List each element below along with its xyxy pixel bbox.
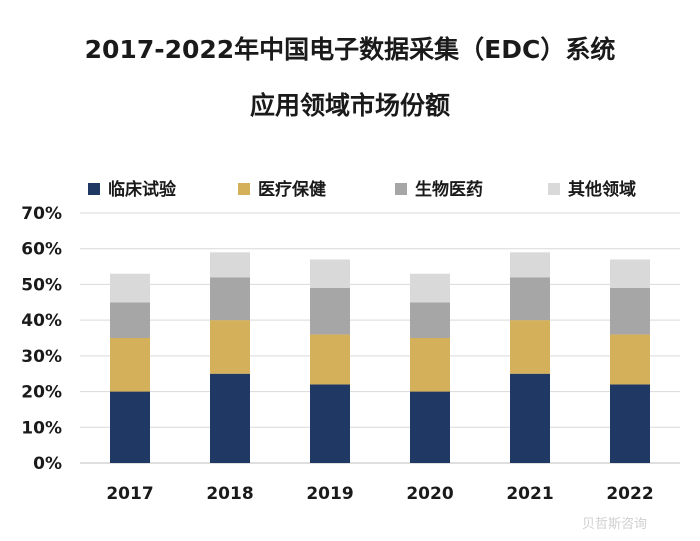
y-tick-label: 0% [33, 454, 62, 474]
bar-segment [310, 384, 350, 463]
bar-segment [110, 302, 150, 338]
legend-label: 医疗保健 [258, 179, 326, 200]
bar-segment [510, 252, 550, 278]
bar-segment [110, 338, 150, 392]
bar-segment [210, 320, 250, 374]
x-tick-label: 2018 [206, 484, 253, 504]
bar-segment [410, 338, 450, 392]
y-tick-label: 20% [21, 383, 62, 403]
y-tick-label: 10% [21, 418, 62, 438]
x-tick-label: 2020 [406, 484, 453, 504]
watermark-text: 贝哲斯咨询 [582, 517, 648, 532]
legend-swatch [238, 183, 250, 195]
bar-segment [610, 384, 650, 463]
bar-segment [510, 320, 550, 374]
bar-segment [610, 288, 650, 335]
x-tick-label: 2022 [606, 484, 653, 504]
chart-title-line1: 2017-2022年中国电子数据采集（EDC）系统 [84, 35, 616, 64]
bar-segment [210, 373, 250, 463]
bar-segment [310, 334, 350, 385]
bar-segment [310, 288, 350, 335]
legend-swatch [88, 183, 100, 195]
bar-segment [610, 334, 650, 385]
x-tick-label: 2019 [306, 484, 353, 504]
bar-segment [310, 259, 350, 288]
bar-segment [410, 302, 450, 338]
bar-segment [610, 259, 650, 288]
legend-label: 生物医药 [415, 179, 483, 200]
bar-segment [410, 391, 450, 463]
bar-segment [210, 252, 250, 278]
legend-swatch [395, 183, 407, 195]
bar-segment [410, 273, 450, 303]
x-tick-label: 2017 [106, 484, 153, 504]
bar-segment [510, 277, 550, 321]
x-tick-label: 2021 [506, 484, 553, 504]
y-tick-label: 30% [21, 347, 62, 367]
chart-title-line2: 应用领域市场份额 [249, 91, 450, 120]
legend-label: 其他领域 [568, 179, 636, 200]
bar-segment [510, 373, 550, 463]
y-tick-label: 60% [21, 240, 62, 260]
bar-segment [110, 391, 150, 463]
y-tick-label: 50% [21, 275, 62, 295]
y-tick-label: 40% [21, 311, 62, 331]
legend-label: 临床试验 [108, 179, 177, 200]
bar-segment [110, 273, 150, 303]
y-tick-label: 70% [21, 204, 62, 224]
bar-segment [210, 277, 250, 321]
legend-swatch [548, 183, 560, 195]
